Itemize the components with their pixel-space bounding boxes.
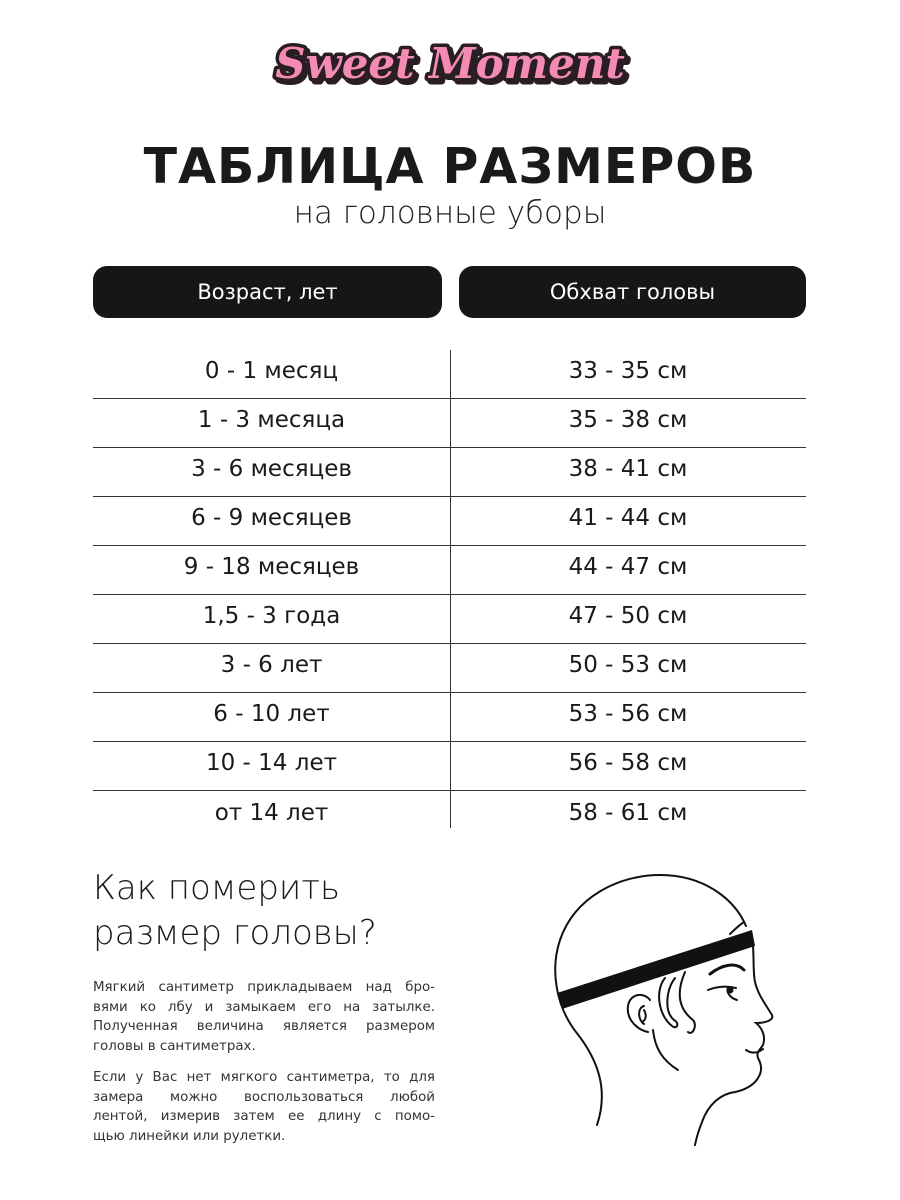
- face-profile: [694, 945, 774, 1146]
- text-line: головы в сантиметрах.: [93, 1038, 256, 1054]
- text-line: Если у Вас нет мягкого сантиметра, то дл…: [93, 1070, 435, 1085]
- table-row: 0 - 1 месяц 33 - 35 см: [93, 350, 806, 399]
- jaw-line: [652, 1029, 679, 1071]
- table-row: 1,5 - 3 года 47 - 50 см: [93, 595, 806, 644]
- table-row: от 14 лет 58 - 61 см: [93, 791, 806, 840]
- howto-heading-line: размер головы?: [93, 913, 377, 953]
- circumference-cell: 58 - 61 см: [568, 799, 688, 826]
- head-outline: [554, 873, 747, 1126]
- age-cell: 3 - 6 месяцев: [191, 456, 352, 482]
- circumference-cell: 33 - 35 см: [568, 358, 688, 384]
- column-divider: [450, 350, 451, 828]
- age-cell: 1,5 - 3 года: [202, 603, 341, 629]
- table-row: 1 - 3 месяца 35 - 38 см: [93, 399, 806, 448]
- page-subtitle: на головные уборы: [293, 195, 607, 231]
- column-header-head-circumference: Обхват головы: [459, 266, 806, 318]
- age-cell: 10 - 14 лет: [205, 750, 337, 776]
- size-table: 0 - 1 месяц 33 - 35 см 1 - 3 месяца 35 - 38…: [93, 350, 806, 840]
- table-row: 3 - 6 лет 50 - 53 см: [93, 644, 806, 693]
- eye-pupil: [726, 986, 734, 994]
- table-row: 6 - 10 лет 53 - 56 см: [93, 693, 806, 742]
- page-title: ТАБЛИЦА РАЗМЕРОВ: [143, 138, 757, 195]
- eyebrow: [708, 963, 746, 976]
- circumference-cell: 53 - 56 см: [568, 701, 688, 727]
- text-line: Мягкий сантиметр прикладываем над бро-: [93, 980, 435, 995]
- circumference-cell: 50 - 53 см: [568, 652, 688, 678]
- hairline: [729, 921, 745, 935]
- mouth: [745, 1048, 764, 1054]
- text-line: щью линейки или рулетки.: [93, 1128, 286, 1144]
- circumference-cell: 35 - 38 см: [568, 407, 688, 433]
- head-measurement-illustration: [554, 873, 774, 1146]
- table-row: 6 - 9 месяцев 41 - 44 см: [93, 497, 806, 546]
- instructions-paragraph-1: Мягкий сантиметр прикладываем над бро- в…: [93, 978, 435, 1056]
- column-header-age: Возраст, лет: [93, 266, 442, 318]
- age-cell: 9 - 18 месяцев: [183, 554, 360, 580]
- text-line: Полученная величина является размером: [93, 1019, 435, 1034]
- howto-heading: Как померить размер головы?: [93, 866, 377, 956]
- circumference-cell: 44 - 47 см: [568, 554, 688, 580]
- age-cell: 1 - 3 месяца: [197, 407, 346, 433]
- text-line: вями ко лбу и замыкаем его на затылке.: [93, 999, 435, 1015]
- age-cell: 3 - 6 лет: [220, 652, 323, 678]
- measuring-tape-band: [557, 930, 755, 1009]
- age-cell: от 14 лет: [214, 799, 329, 826]
- circumference-cell: 47 - 50 см: [568, 603, 688, 629]
- text-line: лентой, измерив затем ее длину с помо-: [93, 1109, 435, 1124]
- brand-logo-text: Sweet Moment: [275, 39, 625, 88]
- age-cell: 6 - 9 месяцев: [191, 505, 352, 531]
- howto-heading-line: Как померить: [93, 868, 341, 908]
- circumference-cell: 56 - 58 см: [568, 750, 688, 776]
- table-row: 9 - 18 месяцев 44 - 47 см: [93, 546, 806, 595]
- table-row: 10 - 14 лет 56 - 58 см: [93, 742, 806, 791]
- age-cell: 6 - 10 лет: [213, 701, 330, 727]
- table-row: 3 - 6 месяцев 38 - 41 см: [93, 448, 806, 497]
- brand-logo: Sweet Moment: [272, 36, 629, 92]
- hair-curl: [658, 971, 696, 1034]
- circumference-cell: 41 - 44 см: [568, 505, 688, 531]
- age-cell: 0 - 1 месяц: [204, 358, 339, 384]
- text-line: замера можно воспользоваться любой: [93, 1089, 435, 1105]
- ear: [626, 993, 651, 1033]
- instructions-paragraph-2: Если у Вас нет мягкого сантиметра, то дл…: [93, 1068, 435, 1146]
- circumference-cell: 38 - 41 см: [568, 456, 688, 482]
